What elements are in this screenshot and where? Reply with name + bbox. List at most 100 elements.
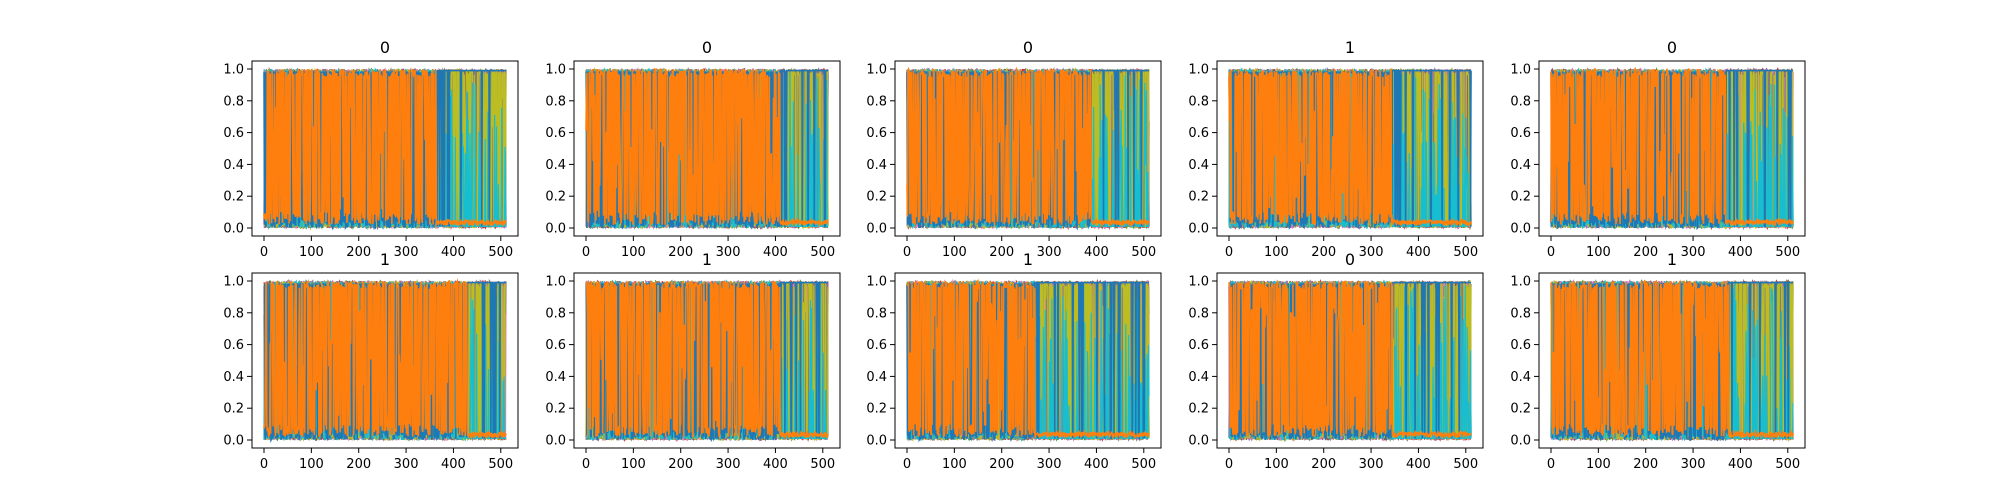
x-tick-label: 0: [1225, 457, 1233, 472]
y-tick-label: 0.8: [545, 94, 566, 109]
y-tick-label: 0.4: [1188, 370, 1209, 385]
subplot-9: 0.0 0.2 0.4 0.6 0.8 1.0 0 100 200 300 400 500 0: [1188, 250, 1484, 472]
x-tick-label: 400: [1728, 457, 1753, 472]
y-tick-label: 0.8: [866, 306, 887, 321]
x-tick-label: 100: [621, 457, 646, 472]
x-tick-label: 100: [942, 457, 967, 472]
x-tick-label: 200: [346, 245, 371, 260]
y-tick-label: 0.6: [545, 126, 566, 141]
x-tick-label: 200: [989, 245, 1014, 260]
x-tick-label: 100: [1586, 245, 1611, 260]
x-tick-label: 100: [1586, 457, 1611, 472]
subplot-10: 0.0 0.2 0.4 0.6 0.8 1.0 0 100 200 300 400 500 1: [1510, 250, 1806, 472]
x-tick-label: 100: [1264, 245, 1289, 260]
y-tick-label: 1.0: [866, 275, 887, 290]
subplot-2: 0.0 0.2 0.4 0.6 0.8 1.0 0 100 200 300 400 500 0: [545, 38, 841, 260]
y-tick-label: 0.2: [223, 190, 244, 205]
x-tick-label: 300: [1681, 457, 1706, 472]
x-tick-label: 200: [346, 457, 371, 472]
y-tick-label: 0.6: [223, 126, 244, 141]
x-tick-label: 0: [903, 457, 911, 472]
plot-area: [1228, 66, 1472, 231]
y-tick-label: 0.0: [1510, 222, 1531, 237]
subplot-title: 1: [1345, 38, 1355, 57]
x-tick-label: 200: [1311, 245, 1336, 260]
x-tick-label: 100: [1264, 457, 1289, 472]
subplot-grid: 0.00.20.40.60.81.00 100 200 300 400 50000.00.…: [223, 38, 1806, 472]
subplot-title: 0: [380, 38, 390, 57]
y-tick-label: 0.4: [866, 158, 887, 173]
plot-area: [263, 67, 507, 231]
series-line-2: [1550, 66, 1794, 227]
x-tick-label: 400: [1728, 245, 1753, 260]
y-tick-label: 0.0: [1188, 222, 1209, 237]
x-tick-label: 200: [1633, 245, 1658, 260]
subplot-1: 0.0 0.2 0.4 0.6 0.8 1.0 0 100 200 300 400 500 0: [223, 38, 519, 260]
x-tick-label: 100: [299, 457, 324, 472]
y-tick-label: 1.0: [866, 63, 887, 78]
axes-frame: [573, 272, 841, 449]
subplot-title: 0: [1345, 250, 1355, 269]
y-tick-label: 1.0: [223, 63, 244, 78]
subplot-8: 0.0 0.2 0.4 0.6 0.8 1.0 0 100 200 300 400 500 1: [866, 250, 1162, 472]
y-tick-label: 0.8: [223, 306, 244, 321]
y-tick-label: 0.0: [866, 434, 887, 449]
x-tick-label: 500: [1131, 457, 1156, 472]
y-tick-label: 0.2: [1510, 402, 1531, 417]
x-tick-label: 500: [810, 457, 835, 472]
plot-area: [263, 278, 507, 444]
y-tick-label: 0.4: [1510, 370, 1531, 385]
x-tick-label: 0: [1547, 245, 1555, 260]
x-tick-label: 200: [668, 457, 693, 472]
axes-frame: [573, 60, 841, 237]
x-tick-label: 500: [1775, 245, 1800, 260]
x-tick-label: 400: [441, 245, 466, 260]
series-line-2: [906, 278, 1150, 440]
y-tick-label: 0.2: [866, 402, 887, 417]
y-tick-label: 1.0: [545, 63, 566, 78]
y-tick-label: 0.8: [866, 94, 887, 109]
plot-area: [1550, 66, 1794, 231]
subplot-7: 0.0 0.2 0.4 0.6 0.8 1.0 0 100 200 300 400 500 1: [545, 250, 841, 472]
subplot-title: 1: [380, 250, 390, 269]
y-tick-label: 0.4: [866, 370, 887, 385]
plot-area: [906, 278, 1150, 443]
x-tick-label: 100: [942, 245, 967, 260]
plot-area: [585, 279, 829, 443]
y-tick-label: 0.8: [545, 306, 566, 321]
plot-area: [906, 66, 1150, 231]
y-tick-label: 0.0: [223, 434, 244, 449]
y-tick-label: 0.4: [223, 370, 244, 385]
x-tick-label: 300: [716, 245, 741, 260]
y-tick-label: 0.2: [1188, 190, 1209, 205]
y-tick-label: 0.6: [1188, 338, 1209, 353]
y-tick-label: 0.6: [1188, 126, 1209, 141]
x-tick-label: 200: [1633, 457, 1658, 472]
y-tick-label: 0.4: [1188, 158, 1209, 173]
subplot-title: 0: [702, 38, 712, 57]
y-tick-label: 0.2: [1510, 190, 1531, 205]
y-tick-label: 0.0: [866, 222, 887, 237]
x-tick-label: 500: [488, 245, 513, 260]
x-tick-label: 0: [260, 457, 268, 472]
y-tick-label: 0.2: [545, 402, 566, 417]
subplot-title: 1: [702, 250, 712, 269]
x-tick-label: 200: [668, 245, 693, 260]
axes-frame: [1216, 272, 1484, 449]
axes-frame: [251, 60, 519, 237]
axes-frame: [1538, 60, 1806, 237]
axes-frame: [251, 272, 519, 449]
x-tick-label: 400: [763, 457, 788, 472]
series-line-2: [1228, 68, 1472, 228]
axes-frame: [894, 60, 1162, 237]
series-line-2: [906, 66, 1150, 228]
x-tick-label: 300: [1681, 245, 1706, 260]
y-tick-label: 0.8: [1188, 94, 1209, 109]
y-tick-label: 0.6: [223, 338, 244, 353]
subplot-title: 0: [1667, 38, 1677, 57]
y-tick-label: 0.6: [1510, 126, 1531, 141]
y-tick-label: 0.0: [545, 222, 566, 237]
x-tick-label: 300: [1037, 457, 1062, 472]
y-tick-label: 1.0: [223, 275, 244, 290]
